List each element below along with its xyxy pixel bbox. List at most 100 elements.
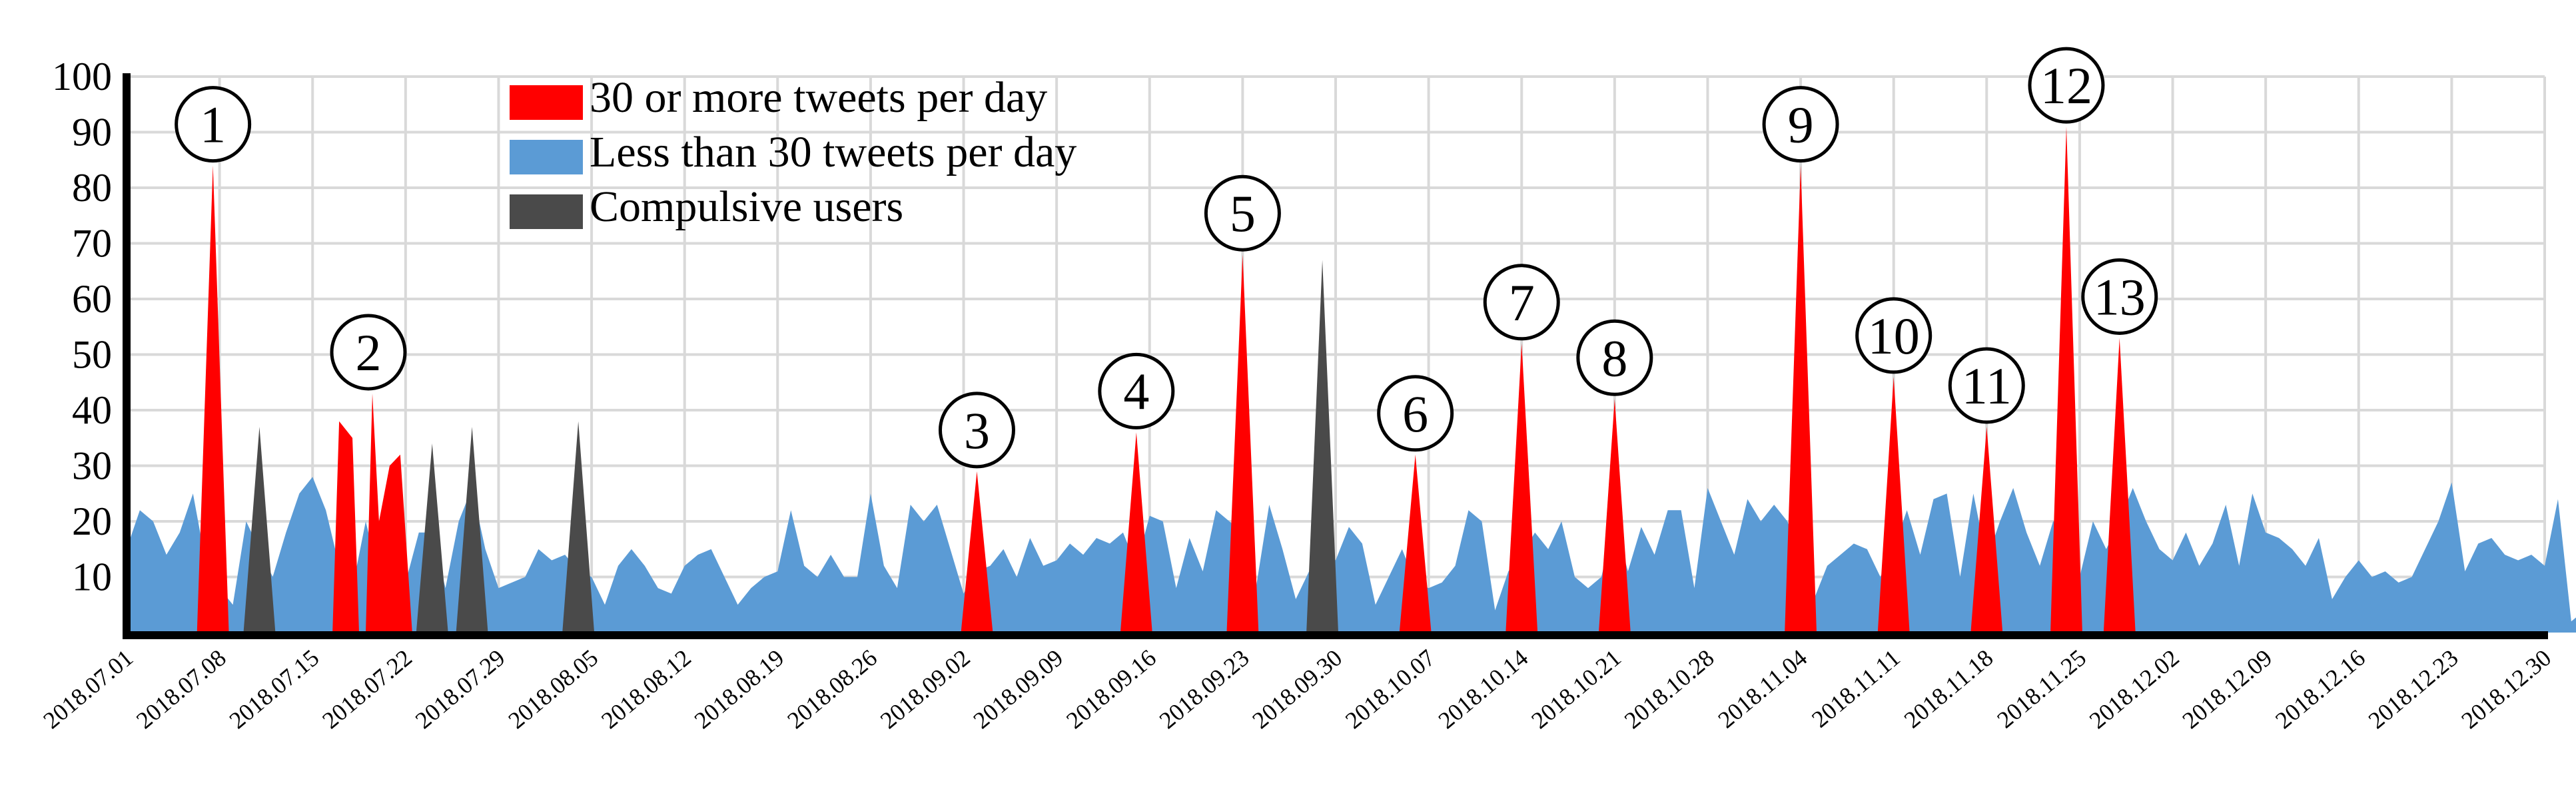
x-tick-label: 2018.10.14 bbox=[1434, 644, 1533, 734]
peak-circle-8 bbox=[1576, 319, 1653, 396]
x-tick-label: 2018.08.19 bbox=[689, 644, 789, 734]
compulsive-spike-4 bbox=[562, 421, 595, 633]
peak-label-11: 11 bbox=[1948, 347, 2025, 424]
area-less-than-30 bbox=[127, 477, 2576, 633]
red-spike-11 bbox=[1970, 427, 2003, 633]
peak-circle-5 bbox=[1204, 174, 1281, 252]
x-tick-label: 2018.10.07 bbox=[1340, 644, 1440, 734]
peak-label-4: 4 bbox=[1098, 352, 1175, 429]
legend-label-dark: Compulsive users bbox=[590, 182, 903, 231]
y-tick-label-40: 40 bbox=[72, 388, 112, 432]
peak-number-12: 12 bbox=[2040, 57, 2092, 115]
peak-number-9: 9 bbox=[1788, 96, 1814, 154]
x-tick-label: 2018.08.26 bbox=[782, 644, 882, 734]
peak-number-3: 3 bbox=[964, 401, 990, 459]
peak-circle-6 bbox=[1377, 375, 1454, 452]
x-tick-label: 2018.12.23 bbox=[2363, 644, 2463, 734]
peak-number-6: 6 bbox=[1402, 385, 1428, 443]
peak-label-5: 5 bbox=[1204, 174, 1281, 252]
peak-label-1: 1 bbox=[175, 86, 252, 163]
x-tick-label: 2018.07.01 bbox=[38, 644, 138, 734]
peak-circle-12 bbox=[2028, 47, 2105, 124]
peak-circle-4 bbox=[1098, 352, 1175, 429]
compulsive-spike-5 bbox=[1306, 260, 1338, 633]
y-tick-label-60: 60 bbox=[72, 277, 112, 321]
x-tick-label: 2018.11.25 bbox=[1992, 644, 2091, 733]
red-spike-9 bbox=[1785, 165, 1817, 633]
y-axis-ticks: 10 20 30 40 50 60 70 80 90 100 bbox=[52, 55, 112, 599]
peak-label-10: 10 bbox=[1855, 297, 1932, 374]
x-tick-label: 2018.09.02 bbox=[875, 644, 975, 734]
peak-label-13: 13 bbox=[2081, 258, 2158, 335]
peak-label-7: 7 bbox=[1483, 264, 1560, 341]
y-tick-label-100: 100 bbox=[52, 55, 112, 99]
series-30-or-more bbox=[197, 127, 2136, 633]
x-tick-label: 2018.12.30 bbox=[2456, 644, 2556, 734]
y-tick-label-10: 10 bbox=[72, 555, 112, 599]
peak-number-4: 4 bbox=[1123, 362, 1149, 420]
red-spike-5 bbox=[1226, 254, 1259, 633]
x-axis-ticks: 2018.07.012018.07.082018.07.152018.07.22… bbox=[38, 644, 2556, 734]
x-tick-label: 2018.12.02 bbox=[2084, 644, 2184, 734]
peak-circle-9 bbox=[1762, 86, 1839, 163]
peak-circle-2 bbox=[330, 314, 407, 391]
x-tick-label: 2018.08.12 bbox=[596, 644, 696, 734]
peak-number-10: 10 bbox=[1868, 307, 1920, 365]
peak-number-2: 2 bbox=[356, 324, 382, 382]
legend-swatch-dark bbox=[510, 194, 583, 229]
x-tick-label: 2018.09.23 bbox=[1154, 644, 1254, 734]
peak-circle-13 bbox=[2081, 258, 2158, 335]
y-tick-label-80: 80 bbox=[72, 166, 112, 210]
peak-label-8: 8 bbox=[1576, 319, 1653, 396]
series-compulsive-users bbox=[243, 260, 1338, 633]
peak-number-7: 7 bbox=[1509, 274, 1535, 332]
compulsive-spike-1 bbox=[243, 427, 276, 633]
red-spike-4 bbox=[1120, 432, 1152, 633]
peak-label-6: 6 bbox=[1377, 375, 1454, 452]
peak-number-11: 11 bbox=[1962, 357, 2012, 415]
red-spike-8 bbox=[1598, 399, 1631, 633]
x-tick-label: 2018.12.16 bbox=[2270, 644, 2370, 734]
legend-label-blue: Less than 30 tweets per day bbox=[590, 128, 1076, 176]
legend-swatch-red bbox=[510, 85, 583, 120]
peak-label-3: 3 bbox=[938, 392, 1015, 469]
x-tick-label: 2018.07.22 bbox=[317, 644, 417, 734]
peak-number-8: 8 bbox=[1601, 329, 1627, 387]
legend: 30 or more tweets per day Less than 30 t… bbox=[510, 73, 1076, 231]
x-tick-label: 2018.09.16 bbox=[1061, 644, 1161, 734]
x-tick-label: 2018.07.08 bbox=[131, 644, 231, 734]
red-spike-6 bbox=[1399, 454, 1432, 633]
x-tick-label: 2018.12.09 bbox=[2177, 644, 2277, 734]
x-tick-label: 2018.11.04 bbox=[1713, 644, 1812, 733]
x-tick-label: 2018.10.21 bbox=[1526, 644, 1626, 734]
x-tick-label: 2018.10.28 bbox=[1619, 644, 1719, 734]
x-tick-label: 2018.11.11 bbox=[1807, 644, 1905, 732]
red-spike-1 bbox=[197, 165, 229, 633]
red-spike-3 bbox=[961, 471, 993, 633]
red-spike-10 bbox=[1877, 376, 1910, 633]
red-spike-13 bbox=[2103, 338, 2136, 633]
compulsive-spike-3 bbox=[456, 427, 488, 633]
peak-label-2: 2 bbox=[330, 314, 407, 391]
compulsive-spike-2 bbox=[416, 443, 448, 633]
x-tick-label: 2018.07.15 bbox=[224, 644, 324, 734]
peak-label-9: 9 bbox=[1762, 86, 1839, 163]
chart-axes bbox=[123, 73, 2548, 639]
red-spike-12 bbox=[2050, 127, 2082, 633]
x-tick-label: 2018.09.09 bbox=[968, 644, 1068, 734]
peak-number-5: 5 bbox=[1230, 184, 1256, 242]
x-tick-label: 2018.11.18 bbox=[1899, 644, 1998, 733]
peak-circle-1 bbox=[175, 86, 252, 163]
y-tick-label-30: 30 bbox=[72, 444, 112, 488]
peak-circle-3 bbox=[938, 392, 1015, 469]
peak-number-1: 1 bbox=[200, 96, 226, 154]
peak-circle-10 bbox=[1855, 297, 1932, 374]
x-tick-label: 2018.07.29 bbox=[410, 644, 510, 734]
y-tick-label-90: 90 bbox=[72, 111, 112, 154]
peak-circle-7 bbox=[1483, 264, 1560, 341]
peak-label-12: 12 bbox=[2028, 47, 2105, 124]
y-tick-label-50: 50 bbox=[72, 333, 112, 377]
y-tick-label-20: 20 bbox=[72, 499, 112, 543]
